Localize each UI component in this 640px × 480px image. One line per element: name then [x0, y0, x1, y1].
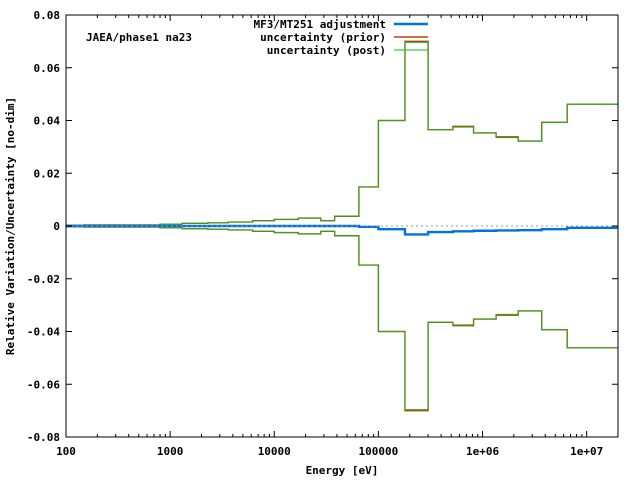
- x-tick-label: 100000: [359, 445, 399, 458]
- y-tick-label: 0.06: [34, 62, 61, 75]
- y-tick-label: -0.04: [27, 326, 60, 339]
- x-tick-label: 1e+07: [570, 445, 603, 458]
- y-tick-label: -0.08: [27, 431, 60, 444]
- x-tick-label: 1e+06: [466, 445, 499, 458]
- x-tick-label: 100: [56, 445, 76, 458]
- legend-label: uncertainty (post): [267, 44, 386, 57]
- series-uncertainty-post-line-negative: [66, 226, 618, 411]
- x-tick-label: 1000: [157, 445, 184, 458]
- legend-label: uncertainty (prior): [260, 31, 386, 44]
- axis-layer: 0.080.060.040.020-0.02-0.04-0.06-0.08100…: [27, 9, 619, 458]
- y-tick-label: 0.02: [34, 167, 61, 180]
- y-axis-label: Relative Variation/Uncertainty [no-dim]: [4, 97, 17, 355]
- y-tick-label: 0: [53, 220, 60, 233]
- chart-annotation: JAEA/phase1 na23: [86, 31, 192, 44]
- y-tick-label: 0.08: [34, 9, 61, 22]
- series-uncertainty-post-line: [66, 41, 618, 226]
- y-tick-label: 0.04: [34, 115, 61, 128]
- legend-label: MF3/MT251 adjustment: [254, 18, 386, 31]
- x-tick-label: 10000: [258, 445, 291, 458]
- y-tick-label: -0.02: [27, 273, 60, 286]
- y-tick-label: -0.06: [27, 378, 60, 391]
- x-axis-label: Energy [eV]: [306, 464, 379, 477]
